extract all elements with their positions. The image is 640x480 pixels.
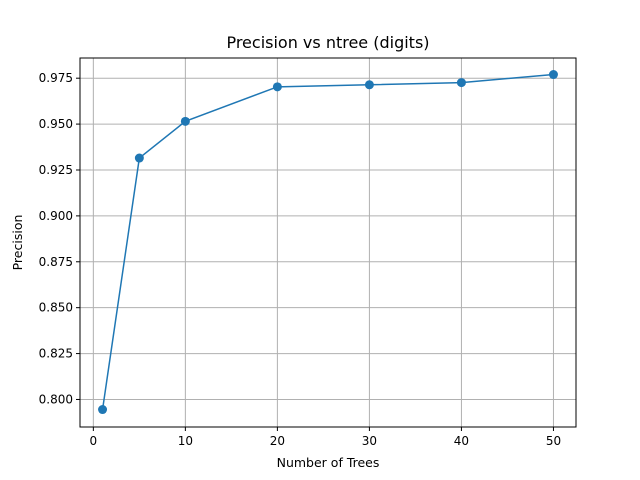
data-point [134,153,144,163]
x-tick-label: 20 [270,434,285,448]
x-tick-label: 10 [178,434,193,448]
y-tick-label: 0.900 [39,209,73,223]
series-layer [98,70,558,415]
x-axis-label: Number of Trees [277,455,380,470]
y-tick-label: 0.800 [39,392,73,406]
y-tick-label: 0.875 [39,255,73,269]
axis-ticks: 0 10 20 30 40 50 0.800 0.825 0.850 0.875 0.900 0.92… [39,71,561,448]
data-point [548,70,558,80]
plot-frame [79,57,577,428]
y-tick-label: 0.975 [39,71,73,85]
data-point [272,82,282,92]
data-point [180,116,190,126]
grid-lines [80,58,576,427]
y-tick-label: 0.925 [39,163,73,177]
series-line [101,73,554,410]
data-point [456,78,466,88]
data-point [364,80,374,90]
y-axis-label: Precision [10,215,25,271]
x-tick-label: 0 [90,434,98,448]
data-point [98,405,108,415]
chart-title: Precision vs ntree (digits) [226,33,429,52]
y-tick-label: 0.950 [39,117,73,131]
x-tick-label: 50 [546,434,561,448]
y-tick-label: 0.850 [39,301,73,315]
y-tick-label: 0.825 [39,347,73,361]
x-tick-label: 40 [454,434,469,448]
x-tick-label: 30 [362,434,377,448]
